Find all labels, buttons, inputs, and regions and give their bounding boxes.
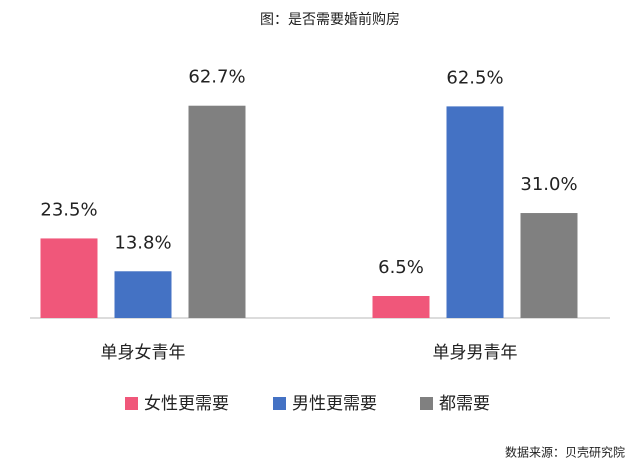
chart-title: 图：是否需要婚前购房 (260, 11, 400, 28)
value-label: 62.5% (446, 67, 503, 88)
value-label: 23.5% (40, 199, 97, 220)
x-tick-label: 单身男青年 (433, 343, 518, 363)
value-label: 6.5% (378, 257, 424, 278)
x-tick-label: 单身女青年 (101, 343, 186, 363)
value-label: 31.0% (520, 174, 577, 195)
bar (520, 213, 578, 318)
value-label: 62.7% (188, 67, 245, 88)
legend-swatch (125, 397, 138, 410)
legend-swatch (420, 397, 433, 410)
legend-label: 女性更需要 (144, 394, 229, 414)
legend-label: 都需要 (439, 394, 490, 414)
legend-label: 男性更需要 (292, 394, 377, 414)
bar (446, 106, 504, 319)
source: 数据来源：贝壳研究院 (505, 445, 625, 460)
bar (40, 238, 98, 318)
value-label: 13.8% (114, 232, 171, 253)
bar (372, 295, 430, 318)
bar (114, 271, 172, 318)
legend-swatch (273, 397, 286, 410)
bar (188, 105, 246, 318)
